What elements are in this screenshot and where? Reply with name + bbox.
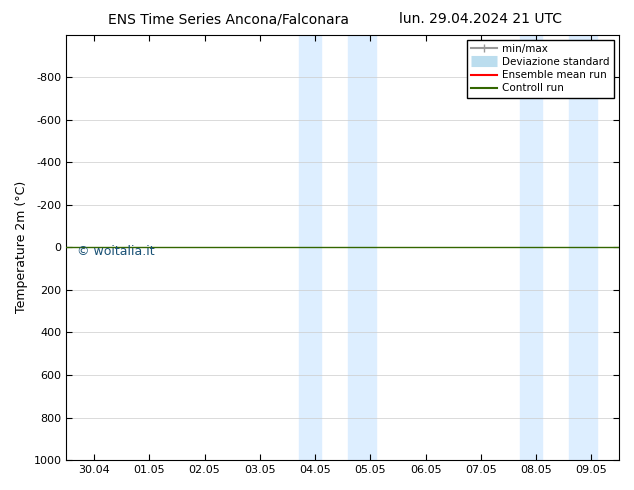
Legend: min/max, Deviazione standard, Ensemble mean run, Controll run: min/max, Deviazione standard, Ensemble m… [467,40,614,98]
Y-axis label: Temperature 2m (°C): Temperature 2m (°C) [15,181,28,314]
Bar [348,35,376,460]
Bar [569,35,597,460]
Bar [299,35,321,460]
Text: © woitalia.it: © woitalia.it [77,245,155,258]
Text: ENS Time Series Ancona/Falconara: ENS Time Series Ancona/Falconara [108,12,349,26]
Bar [519,35,541,460]
Text: lun. 29.04.2024 21 UTC: lun. 29.04.2024 21 UTC [399,12,562,26]
